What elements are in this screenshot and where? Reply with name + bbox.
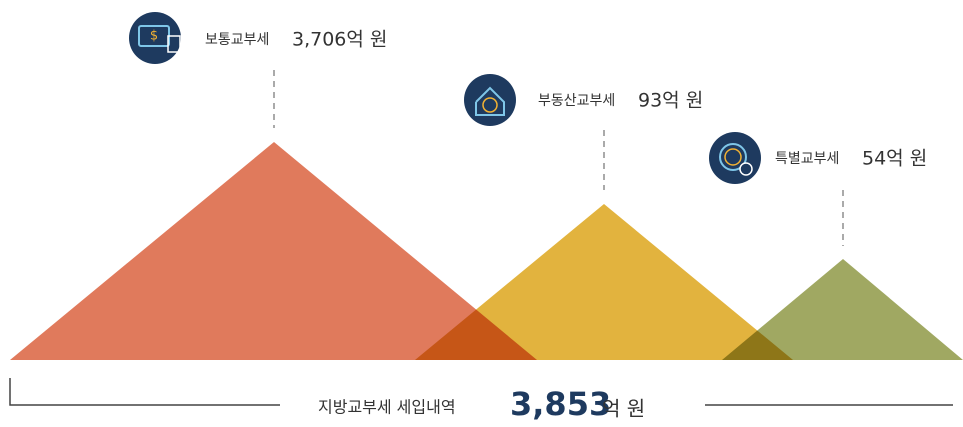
icon-realestate: [464, 74, 516, 126]
item-amount: 3,706억 원: [292, 29, 387, 51]
dashed-lines: [273, 70, 844, 246]
triangle-general: [10, 142, 537, 360]
icon-general: $: [129, 12, 181, 64]
total-unit: 억 원: [602, 397, 645, 421]
item-amount: 93억 원: [638, 90, 703, 112]
item-name: 부동산교부세: [538, 93, 615, 109]
item-name: 보통교부세: [205, 32, 269, 48]
bracket-left: [9, 378, 280, 406]
item-name: 특별교부세: [775, 151, 839, 167]
total-label: 지방교부세 세입내역: [318, 398, 456, 417]
total-amount: 3,853: [510, 385, 611, 423]
item-amount: 54억 원: [862, 148, 927, 170]
triangle-realestate: [415, 204, 793, 360]
triangle-special: [722, 259, 963, 360]
icon-special: [709, 132, 761, 184]
svg-text:$: $: [150, 29, 158, 44]
